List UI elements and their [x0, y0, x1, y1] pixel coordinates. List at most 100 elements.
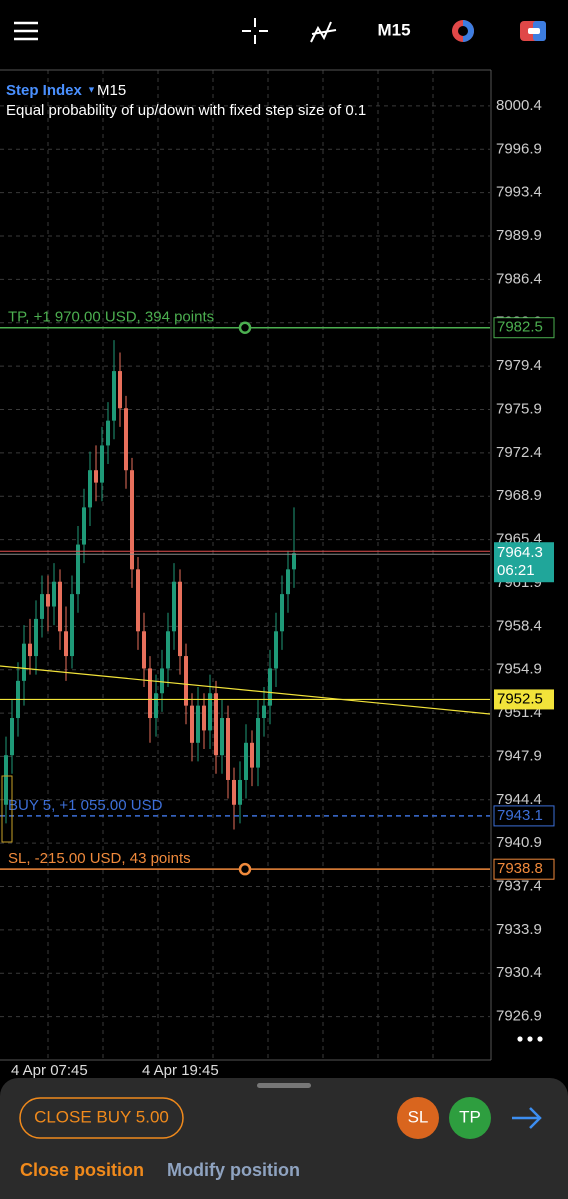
candle-body [4, 755, 8, 805]
y-tick-label: 7926.9 [496, 1008, 542, 1025]
y-tick-label: 7954.9 [496, 661, 542, 678]
y-tick-label: 7933.9 [496, 921, 542, 938]
y-tick-label: 7986.4 [496, 270, 542, 287]
y-tick-label: 7944.4 [496, 791, 542, 808]
bar-countdown: 06:21 [497, 562, 535, 579]
candle-body [214, 693, 218, 756]
candle-body [64, 631, 68, 657]
sl-button[interactable] [397, 1097, 439, 1139]
sl-button-label[interactable]: SL [408, 1107, 429, 1126]
chart-type-button[interactable] [452, 20, 474, 42]
y-tick-label: 7930.4 [496, 964, 542, 981]
y-tick-label: 8000.4 [496, 97, 542, 114]
candle-body [112, 371, 116, 421]
candle-body [208, 693, 212, 731]
indicators-button[interactable] [310, 21, 337, 43]
candle-body [238, 779, 242, 805]
y-tick-label: 7968.9 [496, 487, 542, 504]
candle-body [232, 779, 236, 805]
trade-level-label: SL, -215.00 USD, 43 points [8, 850, 191, 867]
candle-body [202, 705, 206, 731]
candle-body [142, 631, 146, 669]
close-button[interactable] [19, 1097, 184, 1139]
candle-body [10, 718, 14, 756]
trade-button[interactable] [520, 21, 546, 41]
candle-body [148, 668, 152, 719]
candle-body [220, 718, 224, 756]
candle-body [172, 581, 176, 632]
y-tick-label: 7958.4 [496, 617, 542, 634]
y-tick-label: 7972.4 [496, 444, 542, 461]
candle-body [130, 470, 134, 570]
y-tick-label: 7993.4 [496, 184, 542, 201]
candle-body [226, 718, 230, 780]
candle-body [178, 581, 182, 657]
price-tag [493, 805, 555, 827]
candle-body [124, 408, 128, 471]
time-label: 4 Apr 07:45 [11, 1062, 88, 1079]
candle-body [280, 594, 284, 632]
candle-body [154, 693, 158, 719]
panel-handle[interactable] [257, 1083, 311, 1088]
y-tick-label: 7989.9 [496, 227, 542, 244]
candle-body [136, 569, 140, 632]
candle-body [94, 470, 98, 483]
candle-body [58, 581, 62, 632]
candle-body [22, 643, 26, 681]
trade-level-label: BUY 5, +1 055.00 USD [8, 797, 163, 814]
price-tag [494, 689, 554, 710]
chart-timeframe: M15 [97, 82, 126, 99]
candle-body [40, 594, 44, 619]
candle-body [256, 718, 260, 768]
close-button-label[interactable]: CLOSE BUY 5.00 [34, 1107, 169, 1126]
symbol[interactable]: Step Index [6, 82, 83, 99]
y-tick-label: 7940.9 [496, 834, 542, 851]
tp-button[interactable] [449, 1097, 491, 1139]
candle-body [262, 705, 266, 719]
price-tag [493, 317, 555, 339]
trade-level-label: TP, +1 970.00 USD, 394 points [8, 309, 214, 326]
candle-body [70, 594, 74, 657]
tab[interactable]: Modify position [167, 1160, 300, 1180]
price-tag-label: 7943.1 [497, 807, 543, 824]
candle-body [52, 581, 56, 607]
tab-active[interactable]: Close position [20, 1160, 144, 1180]
level-handle [238, 321, 252, 334]
level-layer: 7952.5 7964.306:21 TP, +1 970.00 USD, 394 … [0, 309, 555, 880]
y-tick-label: 7996.9 [496, 140, 542, 157]
candle-body [160, 668, 164, 694]
candle-body [166, 631, 170, 669]
time-label: 4 Apr 19:45 [142, 1062, 219, 1079]
next-button[interactable] [512, 1107, 542, 1129]
position-marker [1, 775, 13, 843]
price-tag-label: 7964.3 [497, 544, 543, 561]
candle-body [244, 742, 248, 780]
level-handle [238, 862, 252, 876]
candle-body [292, 553, 296, 570]
plot-layer [4, 340, 296, 830]
candle-body [196, 705, 200, 743]
tp-button-label[interactable]: TP [459, 1107, 481, 1126]
crosshair-button[interactable] [242, 18, 268, 44]
price-tag-label: 7952.5 [497, 690, 543, 707]
symbol-dropdown[interactable]: ▼ [87, 84, 96, 94]
candle-body [190, 705, 194, 743]
more-button[interactable] [517, 1036, 543, 1042]
candle-body [118, 371, 122, 409]
y-tick-label: 7937.4 [496, 878, 542, 895]
candle-body [286, 569, 290, 595]
menu-button[interactable] [14, 21, 38, 41]
candle-body [184, 656, 188, 706]
vertical-grid [47, 70, 434, 1060]
candle-body [268, 668, 272, 706]
candle-body [28, 643, 32, 657]
y-tick-label: 7975.9 [496, 400, 542, 417]
candle-body [106, 420, 110, 446]
candle-body [46, 594, 50, 607]
y-tick-label: 7979.4 [496, 357, 542, 374]
timeframe-button[interactable]: M15 [377, 20, 410, 39]
candle-body [88, 470, 92, 508]
candle-body [34, 618, 38, 657]
